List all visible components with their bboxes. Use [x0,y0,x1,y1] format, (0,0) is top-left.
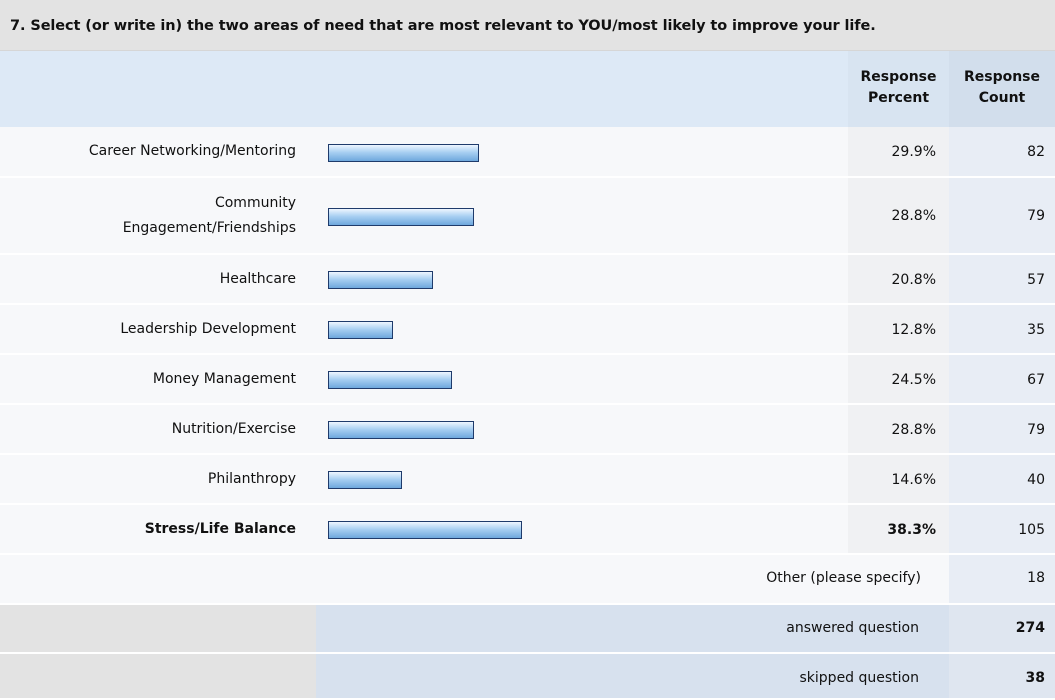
row-label-line: Career Networking/Mentoring [88,143,296,159]
row-label-line: Healthcare [219,271,296,287]
header-response-count-line2: Count [978,90,1026,106]
header-response-percent-line2: Percent [867,90,930,106]
table-row: Healthcare [0,255,848,305]
header-response-percent: Response Percent [848,51,949,127]
table-row: Nutrition/Exercise [0,405,848,455]
response-count: 67 [949,355,1055,405]
row-label-line: Leadership Development [120,321,296,337]
row-label-line: Stress/Life Balance [144,521,296,537]
row-label: Leadership Development [0,317,316,342]
row-label: Career Networking/Mentoring [0,139,316,164]
skipped-question-count: 38 [949,654,1055,700]
response-percent: 14.6% [848,455,949,505]
response-percent: 12.8% [848,305,949,355]
header-response-count-line1: Response [963,69,1041,85]
row-label-line: Money Management [152,371,296,387]
skipped-question-label: skipped question [316,654,949,700]
header-response-percent-line1: Response [860,69,937,85]
response-bar [328,421,474,439]
table-row: Money Management [0,355,848,405]
response-count: 79 [949,405,1055,455]
table-row: Leadership Development [0,305,848,355]
other-row: Other (please specify) [0,555,949,605]
table-row: Career Networking/Mentoring [0,127,848,178]
other-label: Other (please specify) [766,570,921,586]
response-bar [328,208,474,226]
answered-question-count: 274 [949,605,1055,654]
response-percent: 20.8% [848,255,949,305]
question-title: 7. Select (or write in) the two areas of… [10,18,876,34]
table-row: Stress/Life Balance [0,505,848,555]
header-response-count: Response Count [949,51,1055,127]
response-bar [328,471,402,489]
response-bar [328,371,452,389]
response-percent: 38.3% [848,505,949,555]
response-percent: 28.8% [848,178,949,255]
header-label-area [0,51,848,127]
row-label: Community Engagement/Friendships [0,191,316,241]
question-title-bar: 7. Select (or write in) the two areas of… [0,0,1055,51]
answered-left-spacer [0,605,316,654]
response-count: 105 [949,505,1055,555]
response-percent: 24.5% [848,355,949,405]
row-label: Philanthropy [0,467,316,492]
row-label: Money Management [0,367,316,392]
response-count: 79 [949,178,1055,255]
other-count: 18 [949,555,1055,605]
response-bar [328,521,522,539]
row-label: Nutrition/Exercise [0,417,316,442]
answered-question-label: answered question [316,605,949,654]
response-bar [328,321,393,339]
response-percent: 28.8% [848,405,949,455]
row-label-line: Engagement/Friendships [122,220,296,236]
response-count: 40 [949,455,1055,505]
response-count: 57 [949,255,1055,305]
skipped-left-spacer [0,654,316,700]
response-bar [328,271,433,289]
table-row: Community Engagement/Friendships [0,178,848,255]
row-label-line: Philanthropy [207,471,296,487]
row-label: Stress/Life Balance [0,517,316,542]
row-label-line: Nutrition/Exercise [171,421,296,437]
table-row: Philanthropy [0,455,848,505]
response-count: 35 [949,305,1055,355]
row-label: Healthcare [0,267,316,292]
row-label-line: Community [214,195,296,211]
response-count: 82 [949,127,1055,178]
response-percent: 29.9% [848,127,949,178]
response-bar [328,144,479,162]
